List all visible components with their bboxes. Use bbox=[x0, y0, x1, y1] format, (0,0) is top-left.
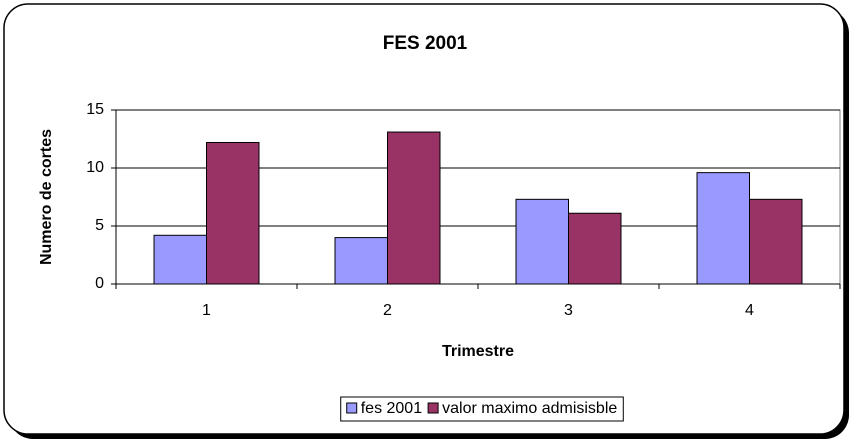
legend-swatch bbox=[427, 402, 439, 414]
bar bbox=[206, 141, 260, 285]
legend-label: valor maximo admisisble bbox=[442, 400, 617, 417]
x-axis-label: Trimestre bbox=[442, 343, 514, 360]
chart-title: FES 2001 bbox=[383, 33, 468, 54]
y-tick-label: 10 bbox=[86, 159, 104, 176]
bar bbox=[153, 234, 207, 285]
y-axis-label: Numero de cortes bbox=[38, 129, 55, 265]
bar bbox=[749, 198, 803, 285]
bar bbox=[696, 172, 751, 285]
bar bbox=[515, 198, 570, 285]
x-tick-label: 2 bbox=[383, 302, 392, 319]
bar bbox=[334, 237, 389, 285]
legend-box bbox=[340, 396, 624, 422]
legend-swatch bbox=[346, 402, 358, 414]
y-tick-label: 5 bbox=[95, 217, 104, 234]
y-tick-label: 15 bbox=[86, 101, 104, 118]
legend-label: fes 2001 bbox=[361, 400, 422, 417]
x-tick-label: 4 bbox=[745, 302, 754, 319]
bar bbox=[387, 131, 441, 285]
bar bbox=[568, 212, 622, 285]
x-tick-label: 3 bbox=[564, 302, 573, 319]
legend: fes 2001 valor maximo admisisble bbox=[340, 396, 624, 422]
x-tick-label: 1 bbox=[202, 302, 211, 319]
y-tick-label: 0 bbox=[95, 275, 104, 292]
